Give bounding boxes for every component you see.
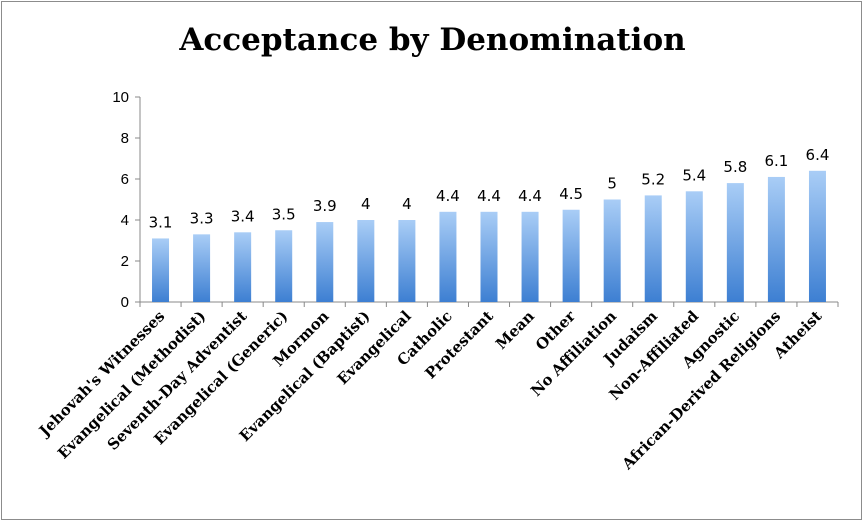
bar [193, 234, 211, 302]
bar [808, 170, 826, 302]
bar [767, 176, 785, 302]
data-label: 4.4 [477, 187, 501, 205]
bar [316, 222, 334, 302]
data-label: 4.4 [436, 187, 460, 205]
bar [439, 211, 457, 302]
y-tick-label: 8 [121, 130, 129, 147]
y-tick-label: 6 [121, 171, 129, 188]
bar [234, 232, 252, 302]
data-label: 4.4 [518, 187, 542, 205]
y-tick-label: 2 [121, 253, 129, 270]
data-label: 6.4 [806, 146, 830, 164]
y-tick-label: 0 [121, 294, 129, 311]
bar [685, 191, 703, 302]
bar [562, 209, 580, 302]
bar [152, 238, 170, 302]
bar [357, 220, 375, 302]
data-label: 3.3 [190, 209, 214, 227]
data-label: 5.2 [641, 170, 665, 188]
data-label: 6.1 [764, 152, 788, 170]
y-tick-label: 10 [112, 89, 129, 106]
data-label: 4 [402, 195, 412, 213]
data-label: 5 [607, 175, 617, 193]
data-label: 4.5 [559, 185, 583, 203]
data-label: 5.4 [682, 166, 706, 184]
chart-title: Acceptance by Denomination [179, 22, 686, 58]
y-tick-label: 4 [121, 212, 129, 229]
data-label: 3.9 [313, 197, 337, 215]
bar [480, 211, 498, 302]
bar [644, 195, 662, 302]
bar [275, 230, 293, 302]
data-label: 3.4 [231, 207, 255, 225]
bar [398, 220, 416, 302]
data-label: 4 [361, 195, 371, 213]
category-label: Mean [492, 307, 538, 353]
bar [521, 211, 539, 302]
data-label: 3.5 [272, 205, 296, 223]
data-label: 3.1 [149, 213, 173, 231]
bar [726, 183, 744, 302]
data-label: 5.8 [723, 158, 747, 176]
bar [603, 199, 621, 302]
